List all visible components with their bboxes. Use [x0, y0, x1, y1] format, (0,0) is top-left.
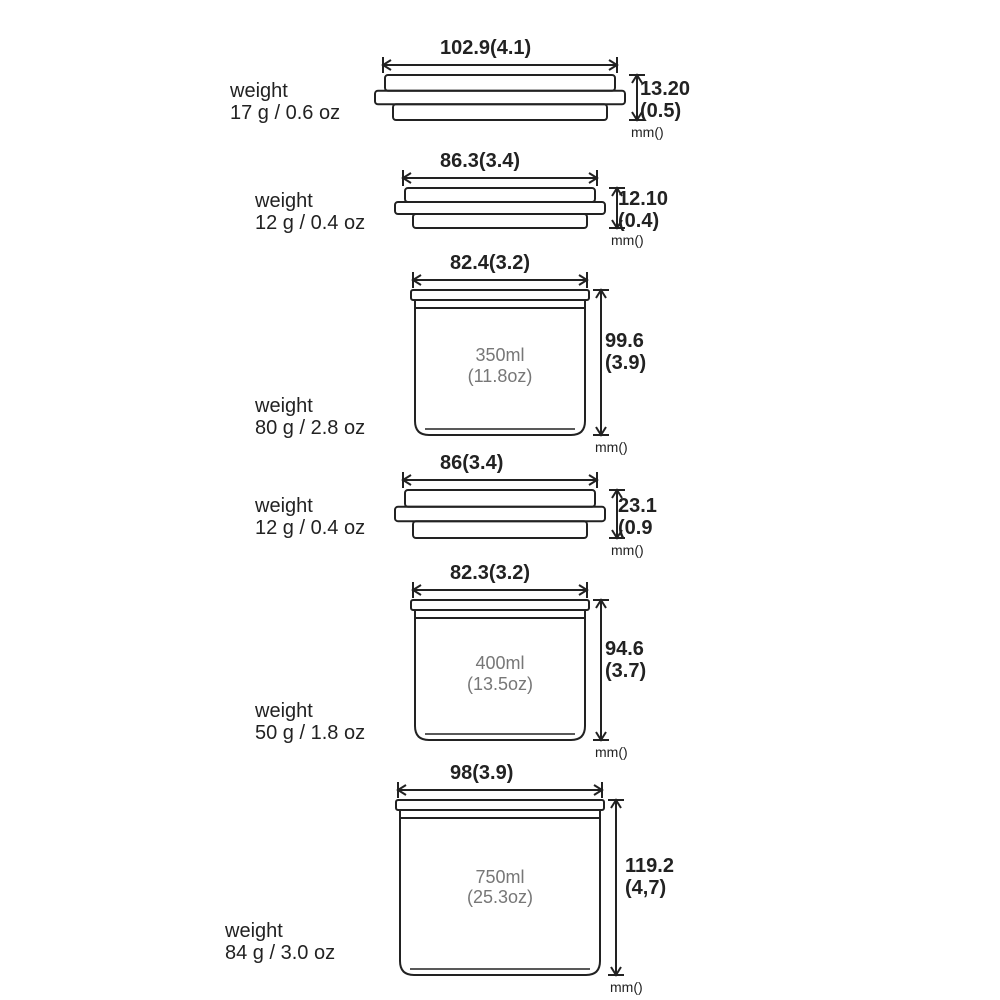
jar2-h2: (3.7): [605, 660, 646, 683]
jar3-unit: mm(): [610, 979, 643, 995]
lid3-h2: (0.9: [618, 517, 652, 540]
jar1-unit: mm(): [595, 439, 628, 455]
lid3-h1: 23.1: [618, 495, 657, 518]
lid3-unit: mm(): [611, 542, 644, 558]
jar1-volume: 350ml (11.8oz): [450, 345, 550, 386]
lid1-unit: mm(): [631, 124, 664, 140]
jar3-h1: 119.2: [625, 855, 674, 878]
lid1-h2: (0.5): [640, 100, 681, 123]
jar3-wlbl: weight: [225, 920, 283, 943]
jar2-volume: 400ml (13.5oz): [450, 653, 550, 694]
jar2-wlbl: weight: [255, 700, 313, 723]
lid1-width-dim: 102.9(4.1): [440, 37, 531, 60]
jar3-wval: 84 g / 3.0 oz: [225, 942, 335, 965]
lid2-wval: 12 g / 0.4 oz: [255, 212, 365, 235]
jar1-h1: 99.6: [605, 330, 644, 353]
lid1-wval: 17 g / 0.6 oz: [230, 102, 340, 125]
jar2-h1: 94.6: [605, 638, 644, 661]
jar3-width-dim: 98(3.9): [450, 762, 513, 785]
lid2-unit: mm(): [611, 232, 644, 248]
jar3-h2: (4,7): [625, 877, 666, 900]
lid3-wlbl: weight: [255, 495, 313, 518]
lid2-wlbl: weight: [255, 190, 313, 213]
item-lid1: [375, 57, 645, 120]
jar1-width-dim: 82.4(3.2): [450, 252, 530, 275]
lid3-width-dim: 86(3.4): [440, 452, 503, 475]
lid2-width-dim: 86.3(3.4): [440, 150, 520, 173]
jar1-h2: (3.9): [605, 352, 646, 375]
jar2-unit: mm(): [595, 744, 628, 760]
jar3-volume: 750ml (25.3oz): [450, 867, 550, 908]
lid2-h1: 12.10: [618, 188, 668, 211]
jar1-wlbl: weight: [255, 395, 313, 418]
lid1-wlbl: weight: [230, 80, 288, 103]
lid2-h2: (0.4): [618, 210, 659, 233]
jar1-wval: 80 g / 2.8 oz: [255, 417, 365, 440]
jar2-wval: 50 g / 1.8 oz: [255, 722, 365, 745]
item-lid2: [395, 170, 625, 228]
lid1-h1: 13.20: [640, 78, 690, 101]
item-lid3: [395, 472, 625, 538]
jar2-width-dim: 82.3(3.2): [450, 562, 530, 585]
lid3-wval: 12 g / 0.4 oz: [255, 517, 365, 540]
